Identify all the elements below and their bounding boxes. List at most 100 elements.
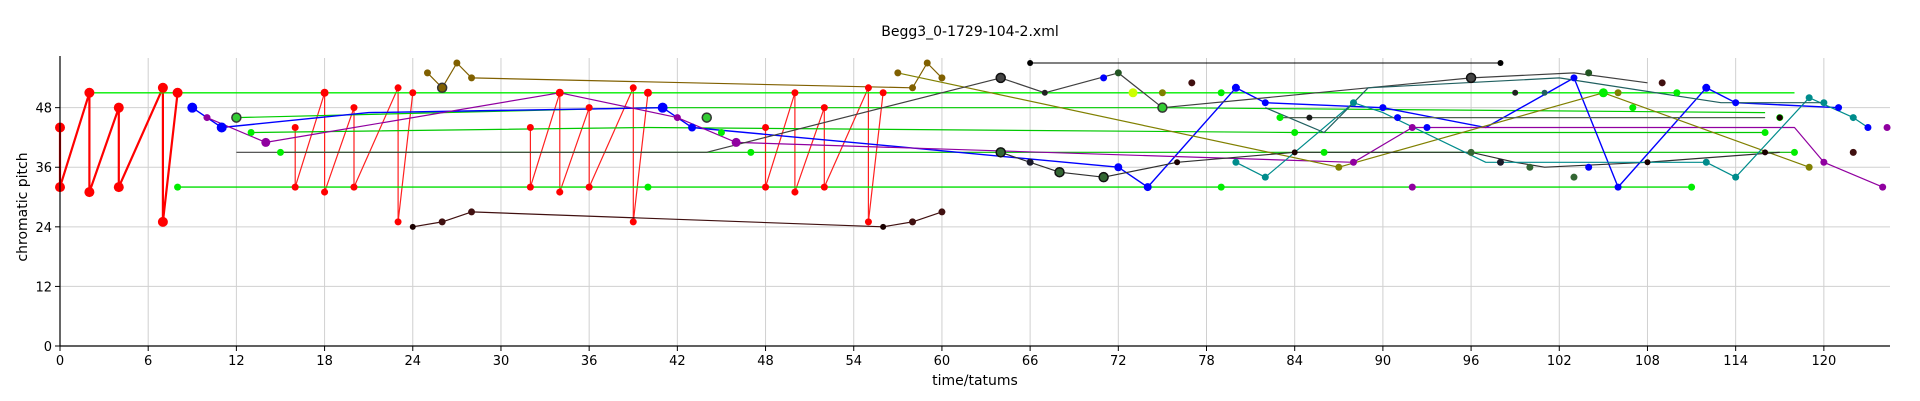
x-tick-label: 18	[316, 354, 333, 369]
x-axis-title: time/tatums	[932, 373, 1018, 389]
data-point	[409, 89, 417, 97]
data-point	[1054, 166, 1065, 178]
y-tick-label: 36	[35, 161, 52, 176]
x-tick-label: 78	[1198, 354, 1215, 369]
data-point	[203, 114, 211, 122]
data-point	[820, 104, 828, 112]
data-point	[453, 59, 461, 67]
x-tick-label: 90	[1375, 354, 1392, 369]
data-point	[1306, 114, 1313, 121]
data-point	[688, 123, 697, 132]
data-point	[1658, 79, 1666, 87]
data-point	[880, 223, 887, 230]
data-point	[1673, 89, 1681, 97]
data-point	[113, 182, 124, 193]
data-point	[791, 89, 799, 97]
data-point	[409, 223, 416, 230]
data-point	[1276, 114, 1284, 122]
data-point	[1614, 89, 1622, 97]
data-point	[84, 87, 95, 98]
data-point	[1835, 104, 1843, 112]
data-point	[1114, 69, 1122, 77]
y-axis-title: chromatic pitch	[15, 152, 31, 261]
x-tick-label: 24	[404, 354, 421, 369]
x-tick-label: 30	[493, 354, 510, 369]
data-point	[1776, 114, 1783, 121]
data-point	[526, 124, 534, 132]
data-point	[468, 208, 476, 216]
data-point	[1820, 99, 1828, 107]
data-point	[879, 89, 887, 97]
data-point	[113, 102, 124, 113]
data-point	[1261, 99, 1269, 107]
x-tick-label: 12	[228, 354, 245, 369]
data-point	[1541, 89, 1548, 96]
y-tick-label: 12	[35, 280, 52, 295]
series-line-8	[251, 126, 1766, 134]
data-point	[394, 218, 402, 226]
data-point	[320, 88, 329, 97]
data-point	[1762, 149, 1769, 156]
data-point	[1291, 128, 1299, 136]
data-point	[1320, 148, 1328, 156]
series-line-12	[427, 62, 943, 89]
data-point	[1849, 114, 1857, 122]
data-point	[1732, 173, 1740, 181]
data-point	[1217, 183, 1225, 191]
series-line-17	[1235, 97, 1869, 178]
chart-title: Begg3_0-1729-104-2.xml	[881, 24, 1058, 40]
data-point	[526, 183, 534, 191]
data-point	[157, 216, 168, 227]
data-point	[321, 188, 329, 196]
data-point	[1157, 102, 1168, 113]
data-point	[84, 187, 95, 198]
data-point	[1598, 88, 1608, 98]
data-point	[629, 218, 637, 226]
data-point	[423, 69, 431, 77]
data-point	[629, 84, 637, 92]
series-layer	[58, 62, 1883, 228]
data-point	[1512, 89, 1519, 96]
y-tick-label: 0	[44, 340, 52, 355]
data-point	[1335, 163, 1343, 171]
data-point	[1291, 149, 1298, 156]
data-point	[820, 183, 828, 191]
data-point	[1497, 59, 1504, 66]
data-point	[1614, 183, 1622, 191]
data-point	[1232, 158, 1240, 166]
data-point	[247, 128, 255, 136]
data-point	[157, 82, 168, 93]
data-point	[1114, 163, 1123, 172]
data-point	[643, 88, 652, 97]
data-point	[762, 183, 770, 191]
x-tick-label: 42	[669, 354, 686, 369]
x-tick-label: 114	[1723, 354, 1748, 369]
axis-layer: 0 6 12 18 24 30 36 42 48 54 60 66 72 78 84 90 96 102 108 11…	[35, 56, 1890, 369]
data-point	[1100, 74, 1108, 82]
data-point	[1261, 173, 1269, 181]
data-point	[1027, 59, 1034, 66]
data-point	[556, 188, 564, 196]
data-point	[1644, 159, 1651, 166]
data-point	[701, 112, 712, 123]
x-tick-label: 60	[934, 354, 951, 369]
x-tick-label: 54	[845, 354, 862, 369]
data-point	[1098, 171, 1109, 183]
data-point	[1732, 99, 1740, 107]
data-point	[1217, 89, 1225, 97]
data-point	[938, 208, 946, 216]
data-point	[291, 183, 299, 191]
data-point	[394, 84, 402, 92]
data-point	[231, 112, 242, 123]
x-tick-label: 96	[1463, 354, 1480, 369]
data-point	[1349, 158, 1357, 166]
data-point	[1465, 72, 1477, 84]
data-point	[1688, 183, 1696, 191]
data-point	[1408, 183, 1416, 191]
data-point	[1805, 94, 1813, 102]
data-point	[923, 59, 931, 67]
data-point	[555, 88, 564, 97]
data-point	[894, 69, 902, 77]
data-point	[1188, 79, 1196, 87]
data-point	[585, 183, 593, 191]
